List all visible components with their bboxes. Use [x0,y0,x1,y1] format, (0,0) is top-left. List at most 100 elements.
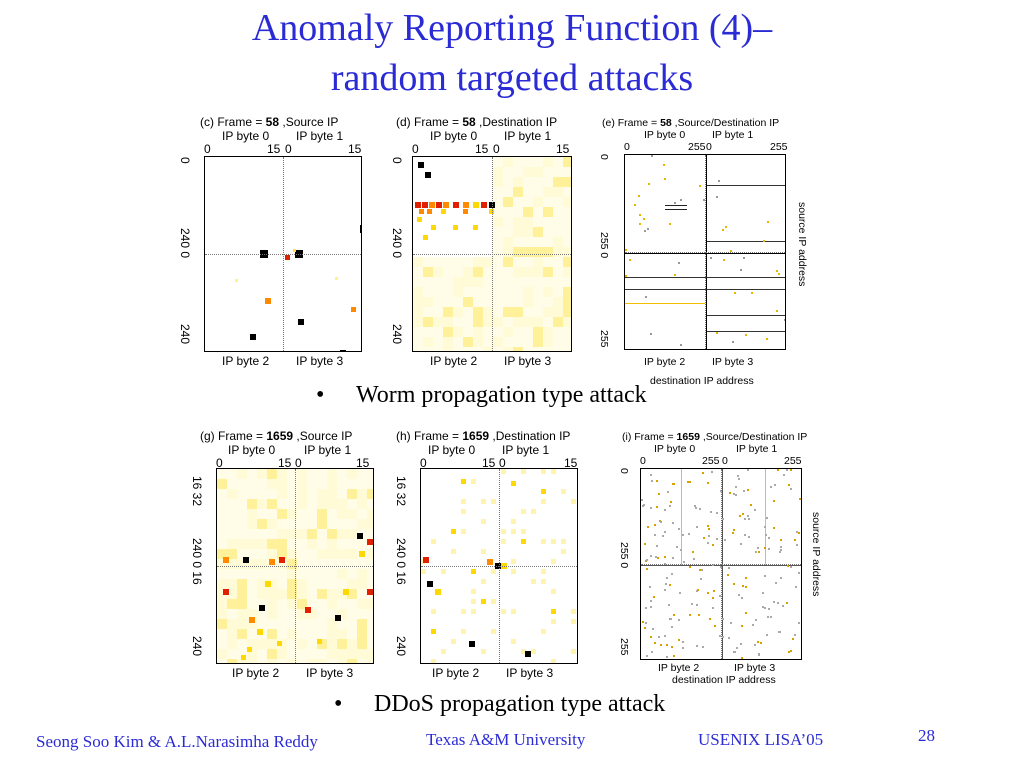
scatter-dot [762,592,764,594]
scatter-dot [788,484,790,486]
panel-h: (h) Frame = 1659 ,Destination IP IP byte… [392,426,592,686]
panel-i-right-label: source IP address [810,512,822,597]
scatter-dot [778,631,780,633]
scatter-dot [653,596,655,598]
heat-cell [357,533,363,539]
heat-cell [250,334,256,340]
heat-bg-cell [237,479,247,489]
scatter-dot [733,493,735,495]
heat-bg-cell [317,469,327,479]
heat-bg-cell [523,227,533,237]
heat-bg-cell [347,659,357,663]
heat-bg-cell [533,217,543,227]
scatter-dot [642,621,644,623]
heat-bg-cell [431,659,436,663]
heat-cell [423,235,428,240]
heat-bg-cell [237,469,247,479]
panel-h-bottom-left-label: IP byte 2 [432,666,480,680]
scatter-dot [741,657,743,659]
heat-bg-cell [413,317,423,327]
scatter-dot [794,634,796,636]
heat-bg-cell [257,529,267,539]
heat-bg-cell [533,187,543,197]
scatter-dot [693,558,695,560]
heat-bg-cell [277,579,287,589]
heat-bg-cell [543,167,553,177]
heat-bg-cell [257,579,267,589]
heat-cell [422,202,428,208]
heat-bg-cell [227,489,237,499]
heat-bg-cell [367,569,373,579]
scatter-dot [664,635,666,637]
panel-e-tick-left-2: 255 [598,330,610,348]
heat-bg-cell [563,257,571,267]
heat-bg-cell [501,469,506,474]
bullet-ddos: • DDoS propagation type attack [334,691,666,717]
heat-bg-cell [453,347,463,351]
scatter-dot [625,249,627,251]
heat-bg-cell [503,337,513,347]
heat-bg-cell [237,519,247,529]
heat-cell [279,557,285,563]
scatter-dot [711,471,713,473]
heat-bg-cell [337,599,347,609]
heat-bg-cell [317,579,327,589]
heat-bg-cell [463,307,473,317]
heat-bg-cell [347,589,357,599]
scatter-dot [664,509,666,511]
quadrant-divider-horizontal [421,566,577,567]
heat-bg-cell [463,297,473,307]
heat-bg-cell [553,237,563,247]
scatter-dot [734,651,736,653]
heat-bg-cell [501,529,506,534]
heat-bg-cell [217,489,227,499]
heat-bg-cell [257,479,267,489]
heat-bg-cell [453,317,463,327]
heat-bg-cell [423,327,433,337]
scatter-dot [716,512,718,514]
scatter-dot [766,338,768,340]
scatter-dot [754,509,756,511]
heat-bg-cell [523,237,533,247]
heat-cell [265,298,271,304]
scatter-dot [786,602,788,604]
panel-c-tick-top-3: 15 [348,142,362,156]
heat-bg-cell [337,499,347,509]
heat-bg-cell [297,539,307,549]
heat-bg-cell [533,327,543,337]
heat-bg-cell [513,297,523,307]
heat-bg-cell [337,509,347,519]
panel-i-tick-top-2: 0 [722,455,728,467]
scatter-dot [652,628,654,630]
heat-cell [427,209,432,214]
panel-i-bottom-axis-label: destination IP address [672,674,776,686]
heat-bg-cell [513,177,523,187]
heat-bg-cell [297,579,307,589]
heat-bg-cell [563,177,571,187]
page-number: 28 [918,726,935,745]
scatter-dot [742,585,744,587]
heat-bg-cell [277,509,287,519]
heat-bg-cell [307,559,317,569]
heat-bg-cell [347,479,357,489]
heat-bg-cell [277,539,287,549]
panel-h-tick-left-1: 240 0 16 [394,538,408,585]
heat-bg-cell [471,609,476,614]
panel-e-tick-top-0: 0 [624,141,630,153]
scatter-dot [784,319,785,321]
heat-bg-cell [257,569,267,579]
heat-bg-cell [483,297,493,307]
heat-bg-cell [553,217,563,227]
heat-bg-cell [483,277,493,287]
heat-bg-cell [257,499,267,509]
heat-bg-cell [287,639,297,649]
heat-bg-cell [523,297,533,307]
scatter-dot [712,564,714,566]
heat-bg-cell [451,639,456,644]
heat-cell [293,249,296,252]
heat-bg-cell [287,609,297,619]
heat-bg-cell [463,347,473,351]
heat-cell [443,202,449,208]
heat-bg-cell [227,629,237,639]
heat-bg-cell [421,569,426,574]
